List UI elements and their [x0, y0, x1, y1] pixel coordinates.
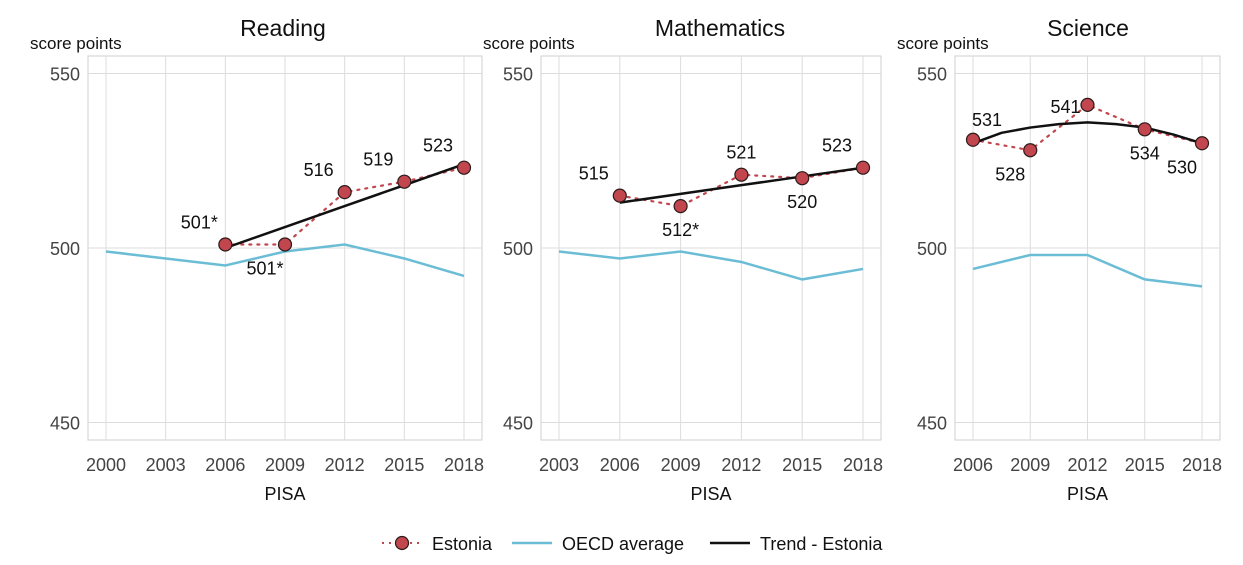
data-label: 520 [787, 192, 817, 212]
data-label: 501* [181, 213, 218, 233]
x-tick-label: 2006 [205, 455, 245, 475]
estonia-point [456, 160, 472, 175]
x-tick-label: 2018 [444, 455, 484, 475]
data-label: 523 [822, 136, 852, 156]
x-tick-label: 2006 [953, 455, 993, 475]
y-tick-label: 450 [50, 414, 80, 434]
x-axis-label: PISA [1067, 484, 1108, 504]
x-tick-label: 2006 [600, 455, 640, 475]
data-label: 531 [972, 110, 1002, 130]
panel-science: 450 500 550 2006 2009 2012 2015 2018 Science scor… [897, 15, 1222, 504]
x-tick-label: 2012 [721, 455, 761, 475]
estonia-point [965, 132, 981, 147]
x-axis-label: PISA [264, 484, 305, 504]
y-tick-label: 500 [50, 239, 80, 259]
panel-title: Science [1047, 15, 1129, 41]
estonia-point [673, 199, 688, 214]
estonia-point [1080, 97, 1095, 112]
y-tick-label: 500 [917, 239, 947, 259]
x-tick-label: 2015 [384, 455, 424, 475]
panel-title: Reading [240, 15, 326, 41]
y-tick-label: 550 [50, 64, 80, 84]
panel-title: Mathematics [655, 15, 785, 41]
y-tick-label: 550 [503, 64, 533, 84]
x-tick-label: 2003 [146, 455, 186, 475]
data-label: 541 [1050, 97, 1080, 117]
data-label: 523 [423, 136, 453, 156]
data-label: 519 [363, 150, 393, 170]
chart-panels: 450 500 550 2000 2003 2006 2009 2012 2015 2018 Rea… [30, 15, 1222, 504]
x-tick-label: 2015 [782, 455, 822, 475]
data-label: 528 [995, 164, 1025, 184]
panel-mathematics: 450 500 550 2003 2006 2009 2012 2015 2018 Mathema… [483, 15, 883, 504]
legend-label-trend-estonia: Trend - Estonia [760, 534, 883, 554]
y-axis-label: score points [897, 34, 989, 53]
series-trend-estonia-line [224, 163, 465, 250]
x-tick-label: 2003 [539, 455, 579, 475]
x-axis-label: PISA [690, 484, 731, 504]
x-tick-label: 2012 [1067, 455, 1107, 475]
estonia-point [1023, 143, 1038, 158]
data-label: 501* [246, 259, 283, 279]
series-oecd-average-line [972, 253, 1203, 288]
y-axis-label: score points [30, 34, 122, 53]
x-tick-label: 2000 [86, 455, 126, 475]
y-tick-label: 550 [917, 64, 947, 84]
y-tick-label: 450 [503, 414, 533, 434]
y-axis-label: score points [483, 34, 575, 53]
estonia-point [277, 237, 293, 252]
data-label: 530 [1167, 157, 1197, 177]
series-trend-estonia-line [972, 121, 1203, 145]
panel-reading: 450 500 550 2000 2003 2006 2009 2012 2015 2018 Rea… [30, 15, 484, 504]
estonia-point [1194, 136, 1210, 151]
legend: Estonia OECD average Trend - Estonia [382, 534, 883, 554]
legend-item-trend-estonia: Trend - Estonia [710, 534, 883, 554]
data-label: 512* [662, 220, 699, 240]
x-tick-label: 2009 [265, 455, 305, 475]
legend-estonia-marker [394, 535, 410, 551]
y-tick-label: 450 [917, 414, 947, 434]
y-tick-label: 500 [503, 239, 533, 259]
data-label: 516 [304, 160, 334, 180]
x-tick-label: 2015 [1125, 455, 1165, 475]
estonia-point [218, 237, 233, 252]
series-trend-estonia-line [619, 166, 864, 204]
x-tick-label: 2018 [843, 455, 883, 475]
estonia-point [734, 167, 749, 182]
estonia-point [795, 171, 810, 186]
legend-label-oecd-average: OECD average [562, 534, 684, 554]
data-label: 534 [1130, 143, 1160, 163]
x-tick-label: 2009 [661, 455, 701, 475]
estonia-point [1137, 122, 1152, 137]
estonia-point [612, 188, 627, 203]
series-oecd-average-line [558, 250, 864, 281]
legend-item-estonia: Estonia [382, 534, 493, 554]
x-tick-label: 2012 [325, 455, 365, 475]
estonia-point [397, 174, 412, 189]
legend-label-estonia: Estonia [432, 534, 493, 554]
estonia-point [337, 185, 352, 200]
series-oecd-average-line [105, 243, 465, 278]
x-tick-label: 2018 [1182, 455, 1222, 475]
legend-item-oecd-average: OECD average [512, 534, 684, 554]
data-label: 521 [726, 143, 756, 163]
data-label: 515 [579, 164, 609, 184]
x-tick-label: 2009 [1010, 455, 1050, 475]
estonia-point [855, 160, 871, 175]
